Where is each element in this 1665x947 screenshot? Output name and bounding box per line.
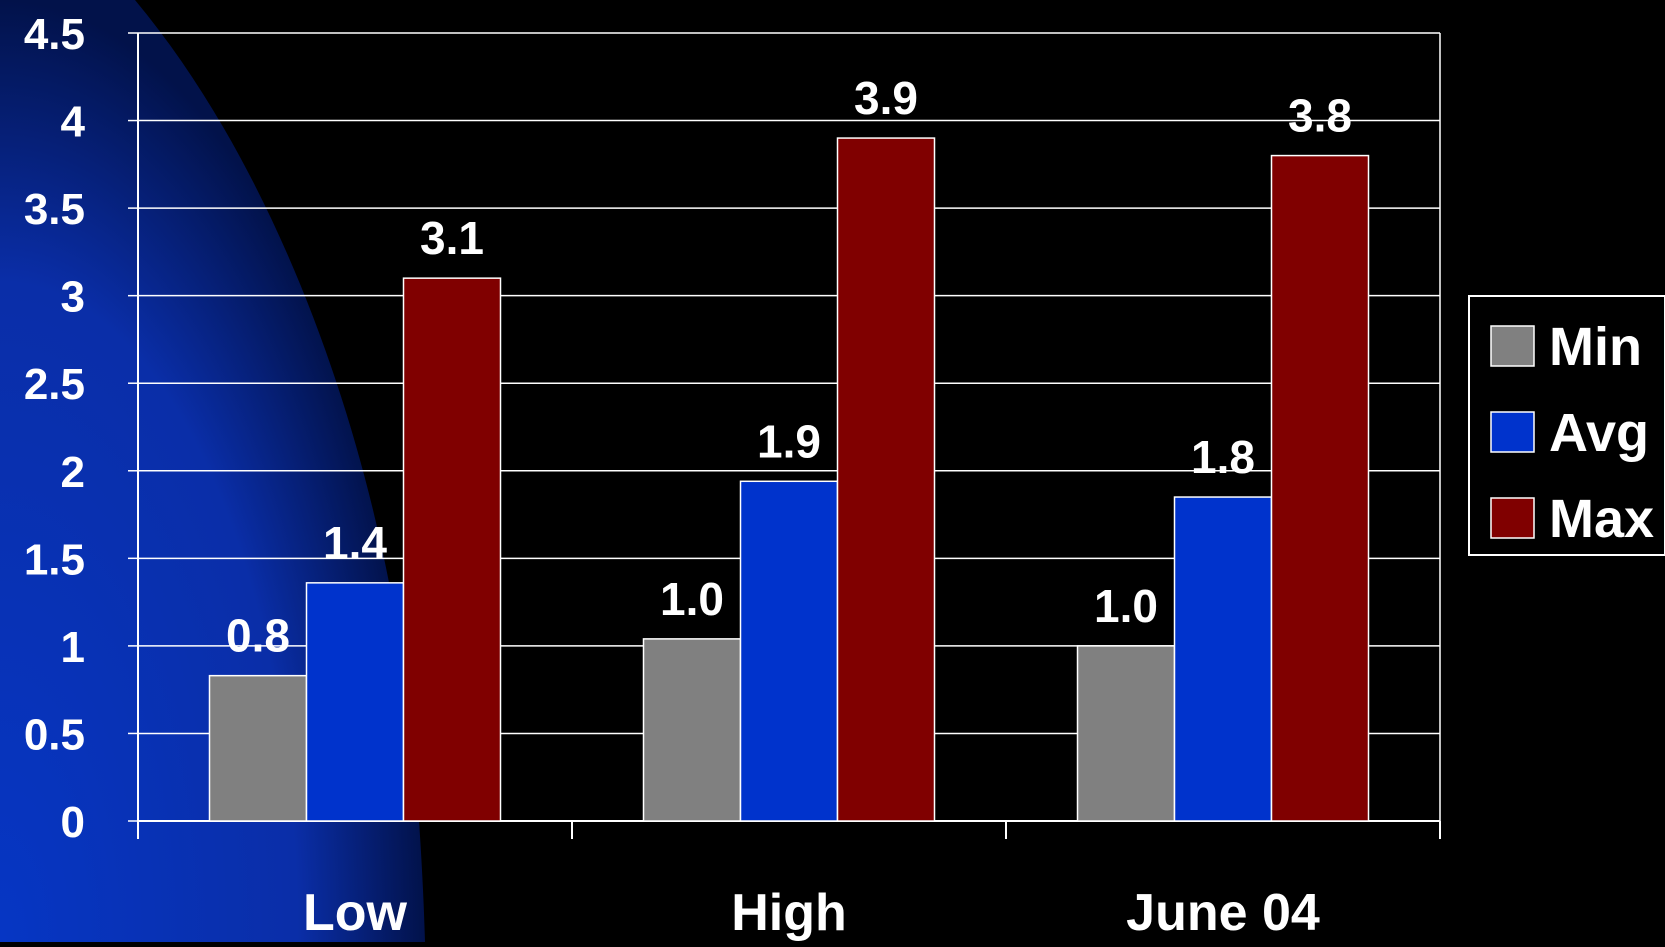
x-category-label: June 04 [1126, 884, 1320, 942]
bars [208, 137, 1370, 822]
y-tick-label: 3 [61, 273, 85, 322]
y-tick-label: 3.5 [24, 185, 85, 234]
x-category-label: Low [303, 884, 408, 942]
data-labels: 0.8 1.4 3.1 1.0 1.9 3.9 1.0 1.8 3.8 [226, 72, 1352, 662]
data-label: 1.8 [1191, 431, 1255, 483]
bar-max-2 [1270, 154, 1370, 822]
axes: 0 0.5 1 1.5 2 2.5 3 3.5 4 4.5 Low High June 04 [24, 10, 1441, 942]
data-label: 1.0 [1094, 580, 1158, 632]
y-tick-label: 2.5 [24, 360, 85, 409]
bar-min-2 [1076, 645, 1176, 822]
legend-swatch-min [1490, 325, 1535, 367]
data-label: 1.9 [757, 415, 821, 467]
y-tick-label: 1 [61, 623, 85, 672]
legend-label-max: Max [1549, 489, 1654, 549]
y-tick-label: 1.5 [24, 535, 85, 584]
legend-swatch-max [1490, 497, 1535, 539]
data-label: 3.1 [420, 212, 484, 264]
bar-avg-2 [1173, 496, 1273, 822]
data-label: 3.8 [1288, 90, 1352, 142]
data-label: 1.0 [660, 573, 724, 625]
y-tick-label: 4 [61, 98, 86, 147]
y-tick-label: 4.5 [24, 10, 85, 59]
bar-min-1 [642, 638, 742, 822]
data-label: 3.9 [854, 72, 918, 124]
bar-max-0 [402, 277, 502, 822]
legend-label-min: Min [1549, 317, 1642, 377]
data-label: 0.8 [226, 610, 290, 662]
y-tick-label: 0 [61, 798, 85, 847]
data-label: 1.4 [323, 517, 387, 569]
x-category-label: High [731, 884, 847, 942]
bar-avg-1 [739, 480, 839, 822]
bar-min-0 [208, 674, 308, 822]
y-tick-label: 2 [61, 448, 85, 497]
y-tick-label: 0.5 [24, 710, 85, 759]
legend: Min Avg Max [1468, 295, 1665, 556]
bar-avg-0 [305, 582, 405, 822]
bar-max-1 [836, 137, 936, 822]
legend-label-avg: Avg [1549, 403, 1649, 463]
legend-swatch-avg [1490, 411, 1535, 453]
